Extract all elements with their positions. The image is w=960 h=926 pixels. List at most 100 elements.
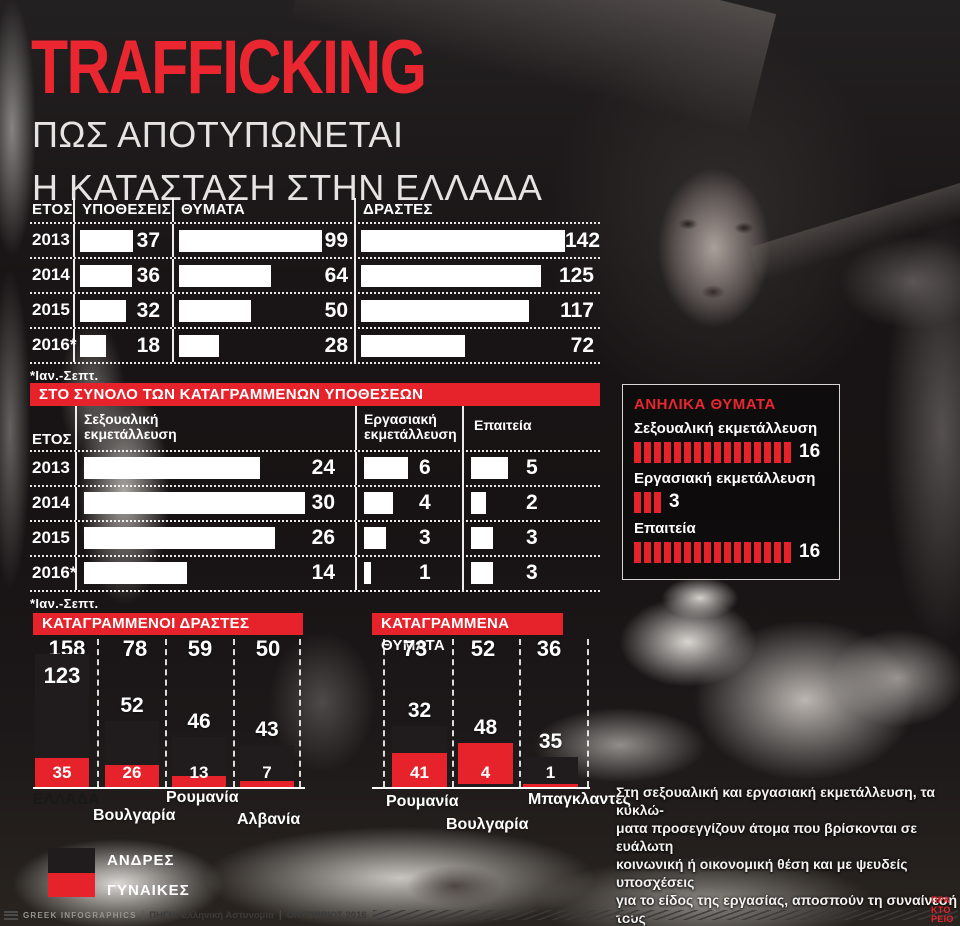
bar-segment-black: [392, 726, 447, 753]
value-bar: [471, 492, 486, 514]
dashed-separator: [299, 639, 301, 787]
bar-cell: 64: [172, 259, 354, 292]
bar-segment-black: [240, 745, 294, 781]
segment-value: 26: [122, 763, 142, 782]
bar-value: 26: [311, 526, 335, 549]
slashes-pattern: [372, 910, 958, 920]
breakdown-table: ΣΤΟ ΣΥΝΟΛΟ ΤΩΝ ΚΑΤΑΓΡΑΜΜΕΝΩΝ ΥΠΟΘΕΣΕΩΝ Ε…: [30, 383, 600, 611]
dashed-separator: [165, 639, 167, 787]
tick-mark: [754, 541, 761, 563]
bar-segment-black: [105, 721, 159, 765]
tick-mark: [664, 441, 671, 463]
perpetrators-chart: ΚΑΤΑΓΡΑΜΜΕΝΟΙ ΔΡΑΣΤΕΣ 158 78 59 50 123 35 52 26…: [33, 613, 305, 828]
value-bar: [80, 299, 126, 322]
minor-victims-box: ΑΝΗΛΙΚΑ ΘΥΜΑΤΑ Σεξουαλική εκμετάλλευση 16…: [622, 384, 840, 580]
bar-cell: 1: [355, 557, 462, 590]
tick-mark: [724, 441, 731, 463]
legend: ΑΝΔΡΕΣ ΓΥΝΑΙΚΕΣ: [48, 848, 190, 899]
table-row: 2016* 14 1 3: [30, 555, 600, 590]
bar-cell: 18: [73, 329, 172, 362]
tick-mark: [644, 541, 651, 563]
tick-mark: [754, 441, 761, 463]
table-row: 2015 32 50 117: [30, 292, 600, 327]
value-bar: [364, 527, 386, 549]
bar-cell: 50: [172, 294, 354, 327]
table-row: 2013 24 6 5: [30, 450, 600, 485]
column-header-sexual-exploitation: Σεξουαλική εκμετάλλευση: [75, 406, 355, 450]
legend-swatches: [48, 848, 95, 899]
value-bar: [361, 229, 565, 252]
bar-cell: 142: [354, 224, 600, 257]
breakdown-table-body: 2013 24 6 5 2014 30 4 2 2015 26 3 3 2016* 14 1 3: [30, 450, 600, 592]
segment-value: 13: [189, 763, 209, 782]
footnote: *Ιαν.-Σεπτ.: [30, 596, 99, 611]
bar-cell: 30: [75, 487, 355, 520]
tick-mark: [634, 441, 641, 463]
value-bar: [80, 229, 133, 252]
country-label: Αλβανία: [237, 811, 301, 828]
dashed-separator: [519, 639, 521, 787]
year-label: 2016*: [32, 335, 77, 354]
column-header-year: ΕΤΟΣ: [32, 201, 73, 218]
bar-value: 50: [324, 298, 348, 322]
bar-segment-red: [458, 743, 513, 784]
bar-value: 14: [311, 561, 335, 584]
legend-label-women: ΓΥΝΑΙΚΕΣ: [107, 882, 190, 899]
stacked-bar: 46 13: [172, 710, 226, 787]
segment-value: 32: [407, 699, 432, 722]
tick-mark: [784, 541, 791, 563]
victims-chart-body: 73 52 36 32 41 48 4 35 1: [372, 635, 590, 789]
victims-chart: ΚΑΤΑΓΡΑΜΜΕΝΑ ΘΥΜΑΤΑ 73 52 36 32 41 48 4 35 1 Ρου…: [372, 613, 631, 833]
column-header-victims: ΘΥΜΑΤΑ: [172, 198, 354, 222]
bar-cell: 3: [462, 522, 600, 555]
footer-date: ΟΚΤΩΒΡΙΟΣ 2016: [286, 909, 367, 921]
footer-separator: |: [278, 909, 282, 921]
value-bar: [361, 334, 465, 357]
tick-mark: [664, 541, 671, 563]
tick-mark: [744, 541, 751, 563]
bar-value: 117: [560, 298, 594, 322]
tick-mark: [654, 491, 661, 513]
tick-mark: [644, 491, 651, 513]
bar-value: 1: [419, 561, 431, 584]
stacked-bar: 43 7: [240, 718, 294, 787]
bar-value: 3: [526, 561, 538, 584]
bar-segment-black: [523, 757, 578, 784]
minor-victims-title: ΑΝΗΛΙΚΑ ΘΥΜΑΤΑ: [634, 396, 776, 413]
bar-value: 37: [136, 228, 160, 252]
bar-value: 28: [324, 333, 348, 357]
country-label: Ρουμανία: [166, 789, 239, 806]
country-label: Βουλγαρία: [93, 807, 176, 824]
bar-segment-red: [35, 758, 89, 787]
tick-mark: [744, 441, 751, 463]
menu-icon: [4, 909, 18, 921]
bar-value: 6: [419, 456, 431, 479]
footer-brand: GREEK INFOGRAPHICS: [23, 910, 137, 920]
value-bar: [179, 299, 251, 322]
value-bar: [179, 264, 271, 287]
bar-segment-red: [105, 765, 159, 787]
tick-mark: [704, 541, 711, 563]
table-row: 2016* 18 28 72: [30, 327, 600, 362]
tick-mark: [714, 541, 721, 563]
total-value: 78: [122, 636, 148, 661]
tick-mark: [774, 441, 781, 463]
women-color-swatch: [48, 873, 95, 897]
bar-value: 142: [565, 228, 601, 252]
value-bar: [364, 562, 371, 584]
bar-value: 2: [526, 491, 538, 514]
footer-separator: |: [141, 909, 145, 921]
tick-mark: [674, 541, 681, 563]
bar-segment-red: [172, 776, 226, 787]
victims-banner: ΚΑΤΑΓΡΑΜΜΕΝΑ ΘΥΜΑΤΑ: [372, 613, 563, 654]
bar-value: 125: [558, 263, 594, 287]
legend-label-men: ΑΝΔΡΕΣ: [107, 852, 175, 869]
segment-value: 4: [480, 763, 491, 782]
breakdown-table-header: ΕΤΟΣ Σεξουαλική εκμετάλλευση Εργασιακή ε…: [30, 406, 600, 450]
bar-value: 72: [570, 333, 594, 357]
bar-cell: 14: [75, 557, 355, 590]
value-bar: [471, 562, 493, 584]
minors-item-value: 16: [799, 541, 821, 562]
bar-value: 99: [324, 228, 348, 252]
notes-block: Στη σεξουαλική και εργασιακή εκμετάλλευσ…: [616, 783, 958, 926]
